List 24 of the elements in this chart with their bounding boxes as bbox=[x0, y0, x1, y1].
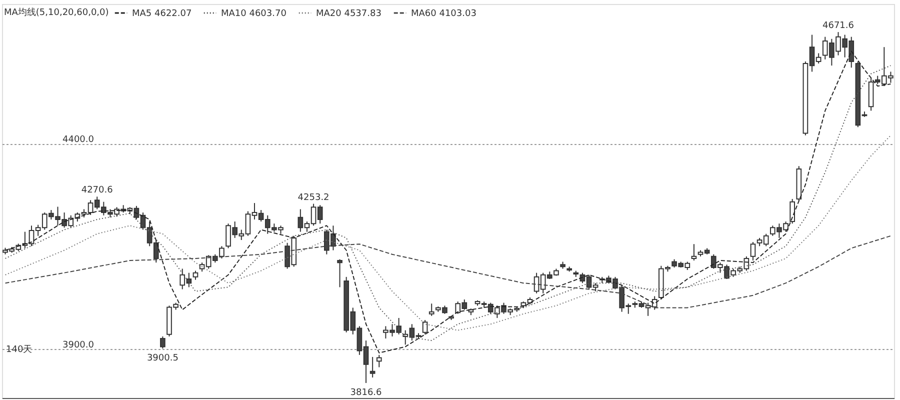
candlestick bbox=[337, 258, 342, 288]
annotation: 140天 bbox=[6, 344, 32, 355]
candlestick bbox=[376, 354, 382, 368]
annotation: 4270.6 bbox=[81, 186, 114, 196]
legend-title: MA均线(5,10,20,60,0,0) bbox=[4, 7, 109, 18]
candlestick bbox=[160, 336, 166, 350]
annotation: 4253.2 bbox=[298, 192, 330, 203]
annotation: 3900.5 bbox=[146, 354, 178, 364]
candlestick bbox=[790, 198, 796, 224]
legend-label: MA10 4603.70 bbox=[221, 9, 287, 19]
annotation: 4671.6 bbox=[822, 21, 854, 32]
legend-label: MA5 4622.07 bbox=[132, 9, 192, 19]
legend-label: MA60 4103.03 bbox=[411, 9, 476, 19]
candlestick bbox=[428, 303, 434, 316]
candlestick bbox=[192, 270, 198, 280]
candlestick bbox=[370, 356, 376, 378]
candlestick bbox=[422, 320, 428, 335]
candlestick bbox=[691, 244, 697, 262]
y-tick-label: 3900.0 bbox=[62, 340, 94, 350]
candlestick bbox=[750, 242, 756, 262]
line-series bbox=[4, 134, 892, 331]
legend-label: MA20 4537.83 bbox=[316, 9, 382, 19]
y-tick-label: 4400.0 bbox=[62, 135, 94, 146]
annotation: 3816.6 bbox=[350, 388, 382, 398]
